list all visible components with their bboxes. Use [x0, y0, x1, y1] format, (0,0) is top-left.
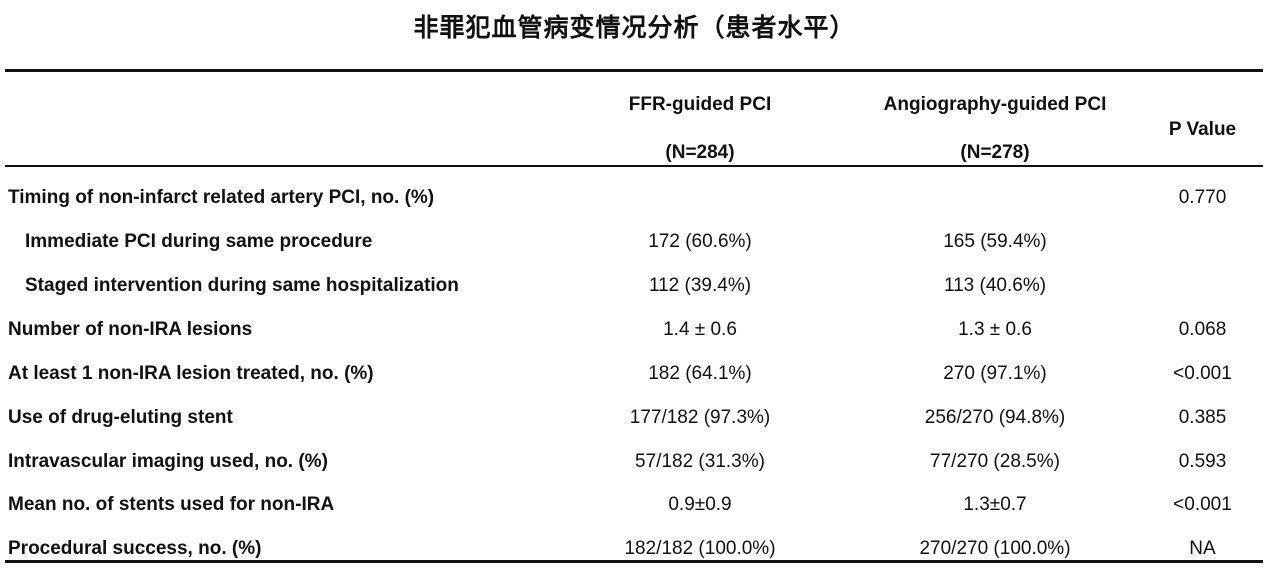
- table-row: Intravascular imaging used, no. (%) 57/1…: [0, 451, 1269, 479]
- angiography-value: 165 (59.4%): [943, 231, 1047, 252]
- header-p-value: P Value: [1168, 119, 1237, 140]
- p-value: <0.001: [1173, 494, 1232, 515]
- table-header-rule: [5, 165, 1263, 167]
- header-ang-label: Angiography-guided PCI: [883, 94, 1107, 115]
- table-row: Immediate PCI during same procedure 172 …: [0, 231, 1269, 259]
- table-bottom-rule: [5, 560, 1263, 563]
- ffr-value: 177/182 (97.3%): [629, 407, 771, 428]
- p-value: NA: [1189, 538, 1216, 559]
- angiography-value: 256/270 (94.8%): [924, 407, 1066, 428]
- p-value: 0.770: [1178, 187, 1227, 208]
- page-title: 非罪犯血管病变情况分析（患者水平）: [413, 13, 856, 42]
- ffr-value: 182 (64.1%): [648, 363, 752, 384]
- row-label: Timing of non-infarct related artery PCI…: [8, 187, 435, 208]
- table-row: Mean no. of stents used for non-IRA 0.9±…: [0, 494, 1269, 522]
- angiography-value: 270/270 (100.0%): [919, 538, 1071, 559]
- table-top-rule: [5, 69, 1263, 72]
- table-row: Use of drug-eluting stent 177/182 (97.3%…: [0, 407, 1269, 435]
- angiography-value: 1.3 ± 0.6: [958, 319, 1032, 340]
- header-ang-count: (N=278): [960, 142, 1030, 163]
- ffr-value: 57/182 (31.3%): [635, 451, 765, 472]
- table-row: Procedural success, no. (%) 182/182 (100…: [0, 538, 1269, 566]
- row-label: Use of drug-eluting stent: [8, 407, 233, 428]
- header-ffr-label: FFR-guided PCI: [628, 94, 772, 115]
- ffr-value: 172 (60.6%): [648, 231, 752, 252]
- p-value: 0.068: [1178, 319, 1227, 340]
- row-label: Number of non-IRA lesions: [8, 319, 253, 340]
- ffr-value: 0.9±0.9: [668, 494, 732, 515]
- angiography-value: 77/270 (28.5%): [930, 451, 1060, 472]
- p-value: 0.593: [1178, 451, 1227, 472]
- table-row: Timing of non-infarct related artery PCI…: [0, 187, 1269, 215]
- angiography-value: 270 (97.1%): [943, 363, 1047, 384]
- ffr-value: 1.4 ± 0.6: [663, 319, 737, 340]
- row-label: Mean no. of stents used for non-IRA: [8, 494, 335, 515]
- ffr-value: 182/182 (100.0%): [624, 538, 776, 559]
- header-angiography-guided: Angiography-guided PCI (N=278): [850, 94, 1140, 164]
- row-label: At least 1 non-IRA lesion treated, no. (…: [8, 363, 374, 384]
- table-row: Staged intervention during same hospital…: [0, 275, 1269, 303]
- row-label: Intravascular imaging used, no. (%): [8, 451, 328, 472]
- table-row: At least 1 non-IRA lesion treated, no. (…: [0, 363, 1269, 391]
- row-label: Procedural success, no. (%): [8, 538, 262, 559]
- p-value: 0.385: [1178, 407, 1227, 428]
- header-ffr-count: (N=284): [665, 142, 735, 163]
- angiography-value: 113 (40.6%): [943, 275, 1047, 296]
- row-label: Immediate PCI during same procedure: [25, 231, 373, 252]
- angiography-value: 1.3±0.7: [963, 494, 1027, 515]
- p-value: <0.001: [1173, 363, 1232, 384]
- header-ffr-guided: FFR-guided PCI (N=284): [590, 94, 810, 164]
- table-row: Number of non-IRA lesions 1.4 ± 0.6 1.3 …: [0, 319, 1269, 347]
- ffr-value: 112 (39.4%): [648, 275, 752, 296]
- row-label: Staged intervention during same hospital…: [25, 275, 459, 296]
